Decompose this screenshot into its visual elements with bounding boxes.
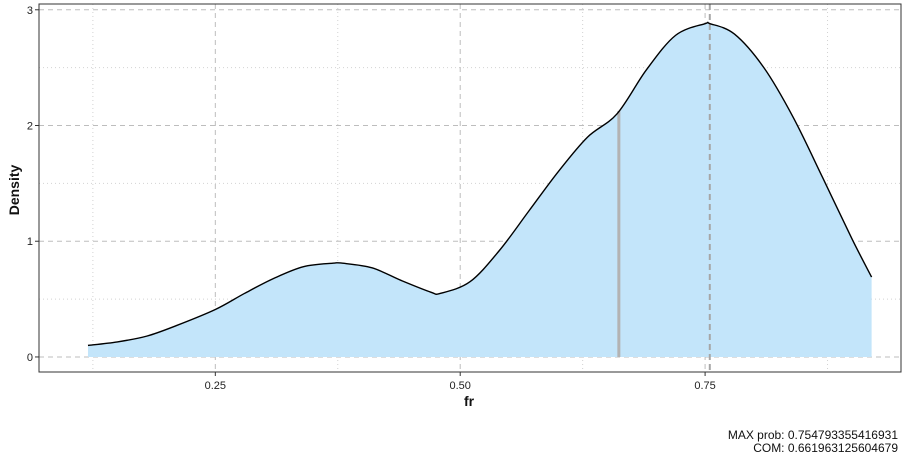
com-value: 0.661963125604679 xyxy=(787,441,898,455)
y-tick-label: 0 xyxy=(27,352,33,364)
x-tick-label: 0.25 xyxy=(205,380,226,392)
max-prob-label: MAX prob: xyxy=(727,428,785,442)
y-axis-title: Density xyxy=(6,165,22,216)
max-prob-value: 0.754793355416931 xyxy=(787,428,898,442)
x-axis-title: fr xyxy=(464,393,475,409)
panel-border xyxy=(38,3,902,373)
y-tick-label: 1 xyxy=(27,236,33,248)
plot-panel: 0.25 0.50 0.75 0 1 2 3 xyxy=(27,3,902,392)
density-area xyxy=(87,22,872,357)
x-tick-label: 0.75 xyxy=(694,380,715,392)
com-caption: COM: 0.661963125604679 xyxy=(753,441,898,455)
y-tick-label: 2 xyxy=(27,121,33,133)
max-prob-caption: MAX prob: 0.754793355416931 xyxy=(728,428,898,442)
x-tick-label: 0.50 xyxy=(449,380,470,392)
com-label: COM: xyxy=(753,441,785,455)
y-tick-label: 3 xyxy=(27,5,33,17)
density-line xyxy=(87,21,873,347)
